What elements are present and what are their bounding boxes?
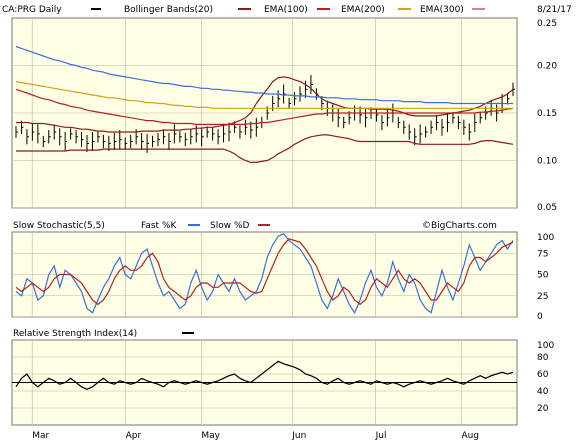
y-tick-label: 100 bbox=[537, 233, 554, 243]
price-y-axis: 0.25 0.20 0.15 0.10 0.05 bbox=[537, 19, 557, 213]
rsi-label: Relative Strength Index(14) bbox=[13, 329, 137, 339]
series-line-2 bbox=[16, 134, 514, 163]
y-tick-label: 20 bbox=[537, 404, 549, 414]
series-line-1 bbox=[16, 76, 514, 133]
series-line-0 bbox=[15, 232, 514, 315]
ema300-label: EMA(300) bbox=[420, 5, 464, 15]
y-tick-label: 0.10 bbox=[537, 157, 557, 167]
x-tick-label: May bbox=[201, 431, 220, 441]
y-tick-label: 25 bbox=[537, 292, 548, 302]
stochastic-slow-label: Slow %D bbox=[210, 221, 249, 231]
stochastic-grid bbox=[12, 232, 517, 318]
stochastic-y-axis: 100 75 50 25 0 bbox=[537, 233, 554, 322]
stochastic-legend: Slow Stochastic(5,5) Fast %K Slow %D ©Bi… bbox=[13, 221, 497, 231]
x-tick-label: Apr bbox=[126, 431, 142, 441]
y-tick-label: 0.20 bbox=[537, 62, 557, 72]
y-tick-label: 40 bbox=[537, 387, 549, 397]
stochastic-label: Slow Stochastic(5,5) bbox=[13, 221, 105, 231]
series-line-0 bbox=[15, 360, 514, 390]
symbol-label: CA:PRG Daily bbox=[2, 5, 62, 15]
series-line-4 bbox=[15, 81, 513, 109]
rsi-grid bbox=[12, 340, 517, 425]
ema200-label: EMA(200) bbox=[341, 5, 385, 15]
x-tick-label: Jul bbox=[375, 431, 387, 441]
y-tick-label: 0.25 bbox=[537, 19, 557, 29]
y-tick-label: 75 bbox=[537, 249, 548, 259]
rsi-y-axis: 100 80 60 40 20 bbox=[537, 341, 554, 414]
ema100-label: EMA(100) bbox=[264, 5, 308, 15]
y-tick-label: 60 bbox=[537, 370, 549, 380]
x-tick-label: Mar bbox=[32, 431, 49, 441]
bollinger-label: Bollinger Bands(20) bbox=[124, 5, 213, 15]
stochastic-fast-label: Fast %K bbox=[141, 221, 177, 231]
stochastic-series bbox=[15, 232, 514, 315]
y-tick-label: 80 bbox=[537, 353, 549, 363]
chart-date: 8/21/17 bbox=[537, 5, 572, 15]
watermark: ©BigCharts.com bbox=[422, 221, 497, 231]
series-line-1 bbox=[15, 238, 514, 306]
rsi-legend: Relative Strength Index(14) bbox=[13, 329, 194, 339]
y-tick-label: 0 bbox=[537, 312, 543, 322]
rsi-series bbox=[15, 360, 514, 390]
price-legend: CA:PRG Daily Bollinger Bands(20) EMA(100… bbox=[2, 5, 572, 15]
y-tick-label: 50 bbox=[537, 271, 549, 281]
series-line-3 bbox=[15, 88, 514, 125]
y-tick-label: 0.05 bbox=[537, 203, 557, 213]
y-tick-label: 0.15 bbox=[537, 109, 557, 119]
price-series bbox=[15, 45, 515, 163]
y-tick-label: 100 bbox=[537, 341, 554, 351]
x-axis: Mar Apr May Jun Jul Aug bbox=[32, 431, 479, 441]
x-tick-label: Aug bbox=[461, 431, 479, 441]
series-line-5 bbox=[15, 45, 513, 105]
x-tick-label: Jun bbox=[291, 431, 306, 441]
